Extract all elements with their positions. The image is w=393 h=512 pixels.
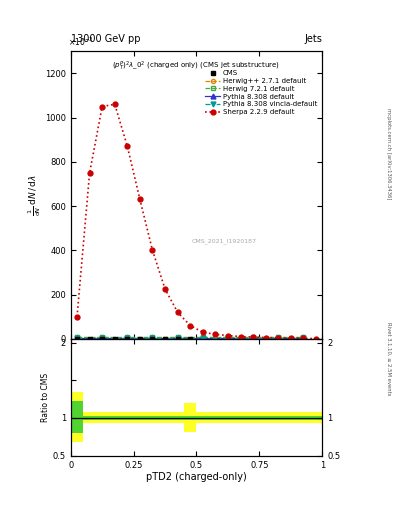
Herwig++ 2.7.1 default (125, 334, 130, 340)
Pythia 8.308 default (75, 335, 79, 341)
Line: Herwig 7.2.1 default: Herwig 7.2.1 default (75, 335, 305, 339)
Y-axis label: Ratio to CMS: Ratio to CMS (41, 373, 50, 422)
Line: Pythia 8.308 default: Pythia 8.308 default (75, 335, 306, 340)
CMS (100, 336, 105, 342)
Sherpa 2.2.9 default (288, 335, 293, 341)
Pythia 8.308 vincia-default (226, 335, 230, 341)
Pythia 8.308 default (100, 335, 105, 341)
Pythia 8.308 default (226, 335, 230, 341)
Sherpa 2.2.9 default (138, 197, 142, 203)
Pythia 8.308 vincia-default (125, 335, 130, 341)
Herwig 7.2.1 default (75, 334, 79, 340)
Sherpa 2.2.9 default (112, 101, 117, 108)
Herwig++ 2.7.1 default (75, 334, 79, 340)
Herwig++ 2.7.1 default (251, 334, 255, 340)
Herwig 7.2.1 default (100, 334, 105, 340)
Y-axis label: $\frac{1}{\mathrm{d}N}\,\mathrm{d}N\,/\,\mathrm{d}\lambda$: $\frac{1}{\mathrm{d}N}\,\mathrm{d}N\,/\,… (27, 174, 44, 216)
Herwig++ 2.7.1 default (276, 334, 281, 340)
CMS (163, 336, 167, 342)
Herwig++ 2.7.1 default (100, 334, 105, 340)
Herwig++ 2.7.1 default (226, 334, 230, 340)
Line: Pythia 8.308 vincia-default: Pythia 8.308 vincia-default (75, 335, 306, 340)
Herwig 7.2.1 default (125, 334, 130, 340)
Sherpa 2.2.9 default (263, 334, 268, 340)
Pythia 8.308 vincia-default (175, 335, 180, 341)
Text: Rivet 3.1.10, ≥ 2.5M events: Rivet 3.1.10, ≥ 2.5M events (386, 322, 391, 395)
CMS (138, 336, 142, 342)
Herwig 7.2.1 default (200, 334, 205, 340)
Herwig 7.2.1 default (251, 334, 255, 340)
Herwig 7.2.1 default (150, 334, 155, 340)
CMS (112, 336, 117, 342)
Pythia 8.308 vincia-default (276, 335, 281, 341)
Herwig++ 2.7.1 default (301, 334, 306, 340)
Line: Sherpa 2.2.9 default: Sherpa 2.2.9 default (75, 102, 318, 341)
Pythia 8.308 vincia-default (200, 335, 205, 341)
Pythia 8.308 default (125, 335, 130, 341)
CMS (87, 336, 92, 342)
Sherpa 2.2.9 default (100, 103, 105, 110)
Line: Herwig++ 2.7.1 default: Herwig++ 2.7.1 default (75, 335, 305, 339)
Text: mcplots.cern.ch [arXiv:1306.3436]: mcplots.cern.ch [arXiv:1306.3436] (386, 108, 391, 199)
Sherpa 2.2.9 default (75, 314, 79, 320)
Herwig++ 2.7.1 default (150, 334, 155, 340)
Pythia 8.308 default (251, 335, 255, 341)
CMS (175, 336, 180, 342)
Sherpa 2.2.9 default (163, 286, 167, 292)
Sherpa 2.2.9 default (150, 247, 155, 253)
CMS (150, 336, 155, 342)
Sherpa 2.2.9 default (251, 334, 255, 340)
Sherpa 2.2.9 default (226, 332, 230, 338)
Pythia 8.308 default (276, 335, 281, 341)
Pythia 8.308 default (175, 335, 180, 341)
Sherpa 2.2.9 default (175, 309, 180, 315)
Pythia 8.308 default (200, 335, 205, 341)
Herwig 7.2.1 default (276, 334, 281, 340)
Pythia 8.308 default (150, 335, 155, 341)
Sherpa 2.2.9 default (301, 335, 306, 342)
Herwig 7.2.1 default (175, 334, 180, 340)
Pythia 8.308 vincia-default (75, 335, 79, 341)
Sherpa 2.2.9 default (238, 333, 243, 339)
Sherpa 2.2.9 default (188, 323, 193, 329)
Pythia 8.308 vincia-default (100, 335, 105, 341)
CMS (188, 336, 193, 342)
CMS (125, 336, 130, 342)
Sherpa 2.2.9 default (125, 143, 130, 150)
Text: $\times10^{-3}$: $\times10^{-3}$ (68, 36, 94, 48)
Herwig++ 2.7.1 default (200, 334, 205, 340)
X-axis label: pTD2 (charged-only): pTD2 (charged-only) (146, 472, 247, 482)
Text: $(p_T^P)^2\lambda\_0^2$ (charged only) (CMS jet substructure): $(p_T^P)^2\lambda\_0^2$ (charged only) (… (112, 60, 281, 73)
Pythia 8.308 vincia-default (150, 335, 155, 341)
Sherpa 2.2.9 default (276, 335, 281, 341)
Herwig 7.2.1 default (226, 334, 230, 340)
Sherpa 2.2.9 default (87, 170, 92, 176)
CMS (75, 336, 79, 342)
Pythia 8.308 default (301, 335, 306, 341)
Legend: CMS, Herwig++ 2.7.1 default, Herwig 7.2.1 default, Pythia 8.308 default, Pythia : CMS, Herwig++ 2.7.1 default, Herwig 7.2.… (204, 69, 319, 117)
Text: CMS_2021_I1920187: CMS_2021_I1920187 (191, 238, 257, 244)
Pythia 8.308 vincia-default (301, 335, 306, 341)
Line: CMS: CMS (75, 336, 193, 342)
Sherpa 2.2.9 default (314, 335, 318, 342)
Herwig 7.2.1 default (301, 334, 306, 340)
Herwig++ 2.7.1 default (175, 334, 180, 340)
Text: Jets: Jets (305, 33, 322, 44)
Sherpa 2.2.9 default (200, 329, 205, 335)
Sherpa 2.2.9 default (213, 331, 218, 337)
Pythia 8.308 vincia-default (251, 335, 255, 341)
Text: 13000 GeV pp: 13000 GeV pp (71, 33, 140, 44)
